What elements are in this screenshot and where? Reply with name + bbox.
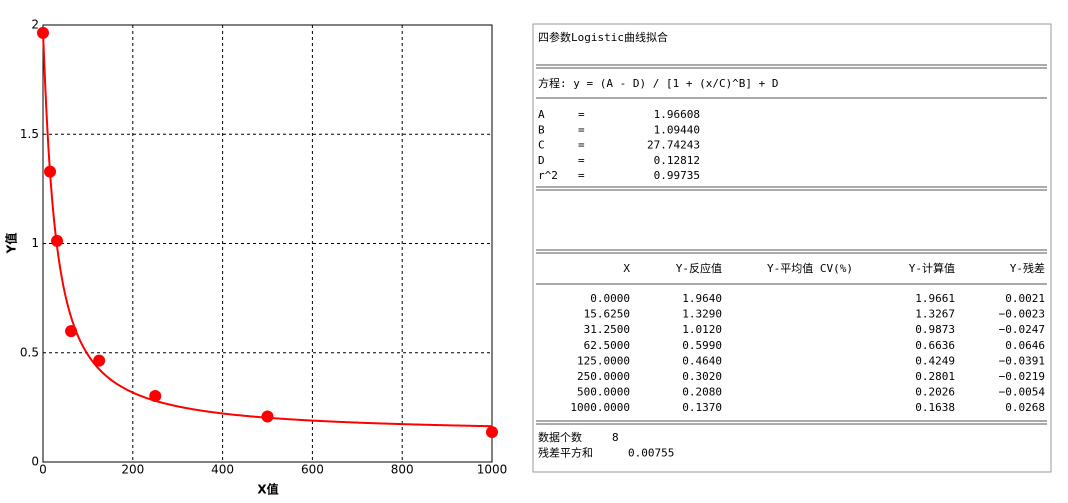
x-axis-label: X值 (257, 482, 278, 497)
report-panel (532, 23, 1052, 473)
table-cell: 0.0268 (1005, 401, 1045, 414)
y-tick-label: 0 (31, 455, 39, 469)
table-cell: 1.3267 (915, 308, 955, 321)
table-header: Y-反应值 (676, 261, 722, 275)
table-cell: 0.0021 (1005, 292, 1045, 305)
param-eq: = (578, 139, 585, 152)
param-name: B (538, 123, 545, 136)
table-cell: −0.0054 (999, 386, 1046, 399)
table-cell: 1.9661 (915, 292, 955, 305)
table-header: X (623, 262, 630, 275)
table-cell: 500.0000 (577, 386, 630, 399)
data-point (51, 234, 64, 247)
param-name: r^2 (538, 169, 558, 182)
param-eq: = (578, 108, 585, 121)
data-point (93, 354, 106, 367)
table-header: Y-残差 (1010, 261, 1045, 275)
table-header: Y-计算值 (909, 261, 955, 275)
param-name: C (538, 139, 545, 152)
table-header: Y-平均值 CV(%) (767, 262, 853, 275)
table-cell: 0.2080 (682, 386, 722, 399)
table-cell: 250.0000 (577, 370, 630, 383)
footer-value: 8 (612, 431, 619, 444)
table-cell: 15.6250 (584, 308, 630, 321)
param-name: A (538, 108, 545, 121)
y-tick-label: 0.5 (20, 345, 39, 359)
table-cell: 0.0646 (1005, 339, 1045, 352)
table-cell: 125.0000 (577, 354, 630, 367)
param-value: 1.96608 (654, 108, 700, 121)
table-cell: 0.5990 (682, 339, 722, 352)
table-cell: 1.0120 (682, 323, 722, 336)
data-point (486, 426, 498, 439)
table-cell: 0.1370 (682, 401, 722, 414)
y-tick-label: 1.5 (20, 127, 39, 141)
param-eq: = (578, 154, 585, 167)
y-tick-label: 1 (31, 236, 39, 250)
x-tick-label: 400 (211, 463, 234, 477)
table-cell: 31.2500 (584, 323, 630, 336)
table-cell: 0.2801 (915, 370, 955, 383)
y-axis-label: Y值 (4, 233, 19, 255)
data-point (65, 325, 78, 338)
data-point (37, 26, 49, 39)
table-cell: −0.0391 (999, 354, 1045, 367)
data-point (149, 390, 162, 403)
x-tick-label: 800 (391, 463, 414, 477)
table-cell: 0.3020 (682, 370, 722, 383)
table-cell: −0.0023 (999, 308, 1045, 321)
x-tick-label: 600 (301, 463, 324, 477)
table-cell: 0.2026 (915, 386, 955, 399)
param-value: 1.09440 (654, 123, 700, 136)
footer-label: 数据个数 (538, 430, 582, 444)
table-cell: 1.9640 (682, 292, 722, 305)
data-point (261, 410, 274, 423)
param-value: 0.12812 (654, 154, 700, 167)
x-tick-label: 200 (121, 463, 144, 477)
report-title: 四参数Logistic曲线拟合 (538, 30, 668, 44)
table-cell: 0.4640 (682, 354, 722, 367)
param-name: D (538, 154, 545, 167)
param-value: 27.74243 (647, 139, 700, 152)
table-cell: 0.1638 (915, 401, 955, 414)
y-tick-label: 2 (31, 18, 39, 32)
x-tick-label: 0 (39, 463, 47, 477)
table-cell: 0.9873 (915, 323, 955, 336)
table-cell: 0.6636 (915, 339, 955, 352)
param-eq: = (578, 123, 585, 136)
data-point (44, 165, 57, 178)
x-tick-label: 1000 (477, 463, 508, 477)
table-cell: 1000.0000 (570, 401, 630, 414)
table-cell: −0.0247 (999, 323, 1045, 336)
table-cell: −0.0219 (999, 370, 1045, 383)
equation: 方程: y = (A - D) / [1 + (x/C)^B] + D (538, 76, 779, 90)
footer-label: 残差平方和 (538, 446, 593, 460)
table-cell: 0.0000 (590, 292, 630, 305)
table-cell: 0.4249 (915, 354, 955, 367)
param-eq: = (578, 169, 585, 182)
table-cell: 62.5000 (584, 339, 630, 352)
footer-value: 0.00755 (628, 447, 674, 460)
table-cell: 1.3290 (682, 308, 722, 321)
param-value: 0.99735 (654, 169, 700, 182)
